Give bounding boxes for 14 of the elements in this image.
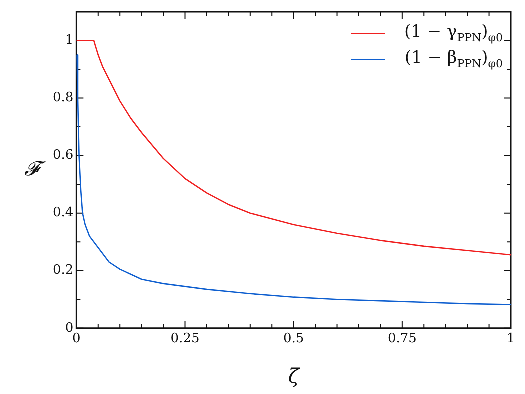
y-axis-title: 𝓕 [24,156,46,180]
y-tick-label: 0.2 [52,263,74,278]
x-tick-label: 0.5 [283,332,304,347]
y-tick-label: 0.8 [52,90,74,106]
x-tick-label: 0.25 [170,332,200,347]
y-tick-label: 0.6 [52,148,74,164]
legend-label: (1 − γ$_{PPN}$)$_{φ0}$ [404,22,503,44]
y-tick-label: 0 [65,320,74,336]
x-tick-label: 0.75 [388,332,417,347]
x-axis-title: ζ [288,364,300,388]
x-tick-label: 1 [506,332,516,347]
y-tick-label: 0.4 [52,206,74,221]
y-tick-label: 1 [65,33,74,48]
legend-label: (1 − β$_{PPN}$)$_{φ0}$ [404,48,503,70]
